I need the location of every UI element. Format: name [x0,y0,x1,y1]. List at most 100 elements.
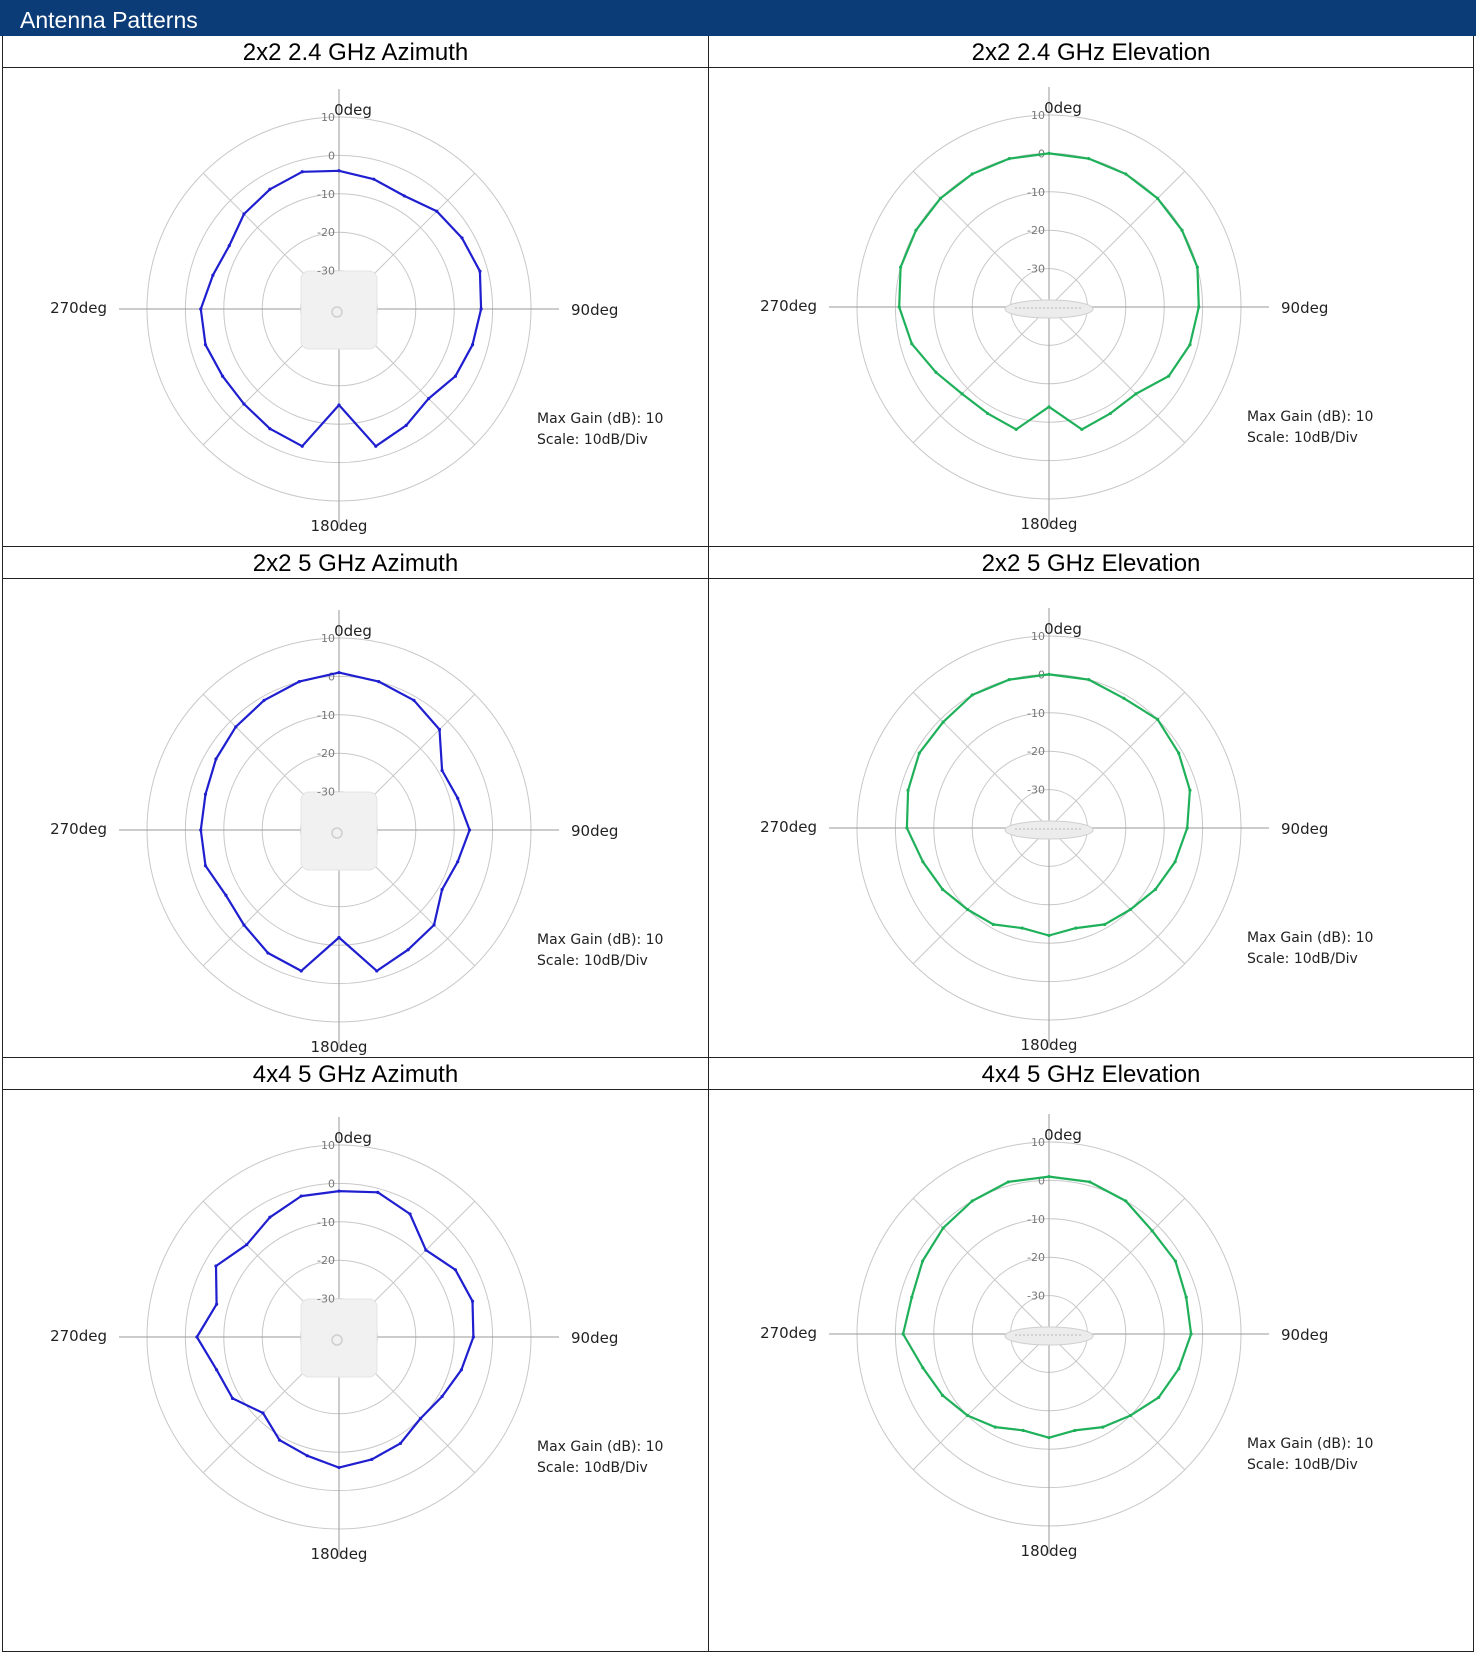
pattern-point [230,1396,235,1401]
chart-title: 4x4 5 GHz Azimuth [3,1058,708,1090]
pattern-point [337,1189,341,1193]
pattern-point [337,1465,341,1470]
angle-label: 0deg [334,101,372,119]
pattern-point [1188,343,1192,347]
chart-title: 2x2 5 GHz Azimuth [3,547,708,579]
pattern-point [195,1335,199,1339]
pattern-point [965,907,970,912]
pattern-point [914,228,918,232]
pattern-point [375,969,379,973]
pattern-point [337,935,341,940]
pattern-point [300,170,304,174]
pattern-point [203,792,208,796]
angle-label: 270deg [760,1324,817,1342]
pattern-point [1047,1436,1051,1440]
pattern-cell: 2x2 2.4 GHz Azimuth 10 0 -10 -20 -30 0deg 90de… [2,36,708,547]
chart-title: 2x2 5 GHz Elevation [709,547,1473,579]
grid-spoke [912,1333,1050,1471]
pattern-point [1047,672,1051,676]
pattern-cell: 2x2 5 GHz Azimuth 10 0 -10 -20 -30 0deg 90deg 1… [2,547,708,1058]
pattern-point [478,269,482,273]
pattern-point [297,680,301,684]
pattern-point [337,670,341,675]
pattern-point [470,343,475,347]
pattern-point [897,305,901,309]
radial-tick-label: -10 [1027,1213,1045,1226]
pattern-point [1197,305,1201,309]
gain-scale-note: Max Gain (dB): 10 [537,932,663,948]
ap-side-view-icon [1004,820,1094,840]
pattern-point [299,969,303,973]
pattern-point [1047,1174,1051,1179]
pattern-point [1006,1180,1010,1184]
radial-tick-label: 10 [321,1139,335,1152]
gain-scale-note: Max Gain (dB): 10 [1247,1436,1373,1452]
gain-scale-note: Max Gain (dB): 10 [1247,930,1373,946]
radial-tick-label: 0 [328,149,335,162]
pattern-grid: 2x2 2.4 GHz Azimuth 10 0 -10 -20 -30 0deg 90de… [2,36,1474,1652]
ap-top-view-icon [300,791,378,871]
grid-spoke [1048,827,1186,965]
pattern-point [1014,427,1018,432]
pattern-point [242,402,246,406]
gain-scale-note: Scale: 10dB/Div [1247,951,1358,967]
pattern-point [277,1438,282,1442]
pattern-point [408,1212,412,1216]
pattern-point [268,1215,272,1219]
pattern-point [456,796,460,800]
chart-title: 4x4 5 GHz Elevation [709,1058,1473,1090]
pattern-point [435,209,439,213]
pattern-point [991,922,995,927]
radial-tick-label: 0 [328,670,335,683]
radial-tick-label: -30 [317,1293,335,1306]
pattern-point [940,1393,945,1398]
polar-chart-4x4-5ghz-elevation: 10 0 -10 -20 -30 0deg 90deg 180deg 270deg Max Gai… [760,1114,1373,1560]
gain-scale-note: Scale: 10dB/Div [1247,430,1358,446]
pattern-point [412,698,416,702]
angle-label: 180deg [311,1038,368,1056]
pattern-point [941,1226,945,1230]
pattern-point [899,265,903,269]
angle-label: 0deg [1044,99,1082,117]
pattern-cell: 4x4 5 GHz Azimuth 10 0 -10 -20 -30 0deg 90deg 1… [2,1058,708,1652]
gain-scale-note: Max Gain (dB): 10 [537,411,663,427]
polar-chart-2x2-5ghz-azimuth: 10 0 -10 -20 -30 0deg 90deg 180deg 270deg Max Gai… [50,610,663,1056]
radial-tick-label: -20 [317,226,335,239]
polar-chart-4x4-5ghz-azimuth: 10 0 -10 -20 -30 0deg 90deg 180deg 270deg Max Gai… [50,1117,663,1563]
pattern-point [370,1457,374,1462]
radial-tick-label: -20 [1027,745,1045,758]
pattern-point [471,1335,475,1339]
radial-tick-label: 10 [321,632,335,645]
pattern-cell: 2x2 2.4 GHz Elevation 10 0 -10 -20 -30 0deg 90… [708,36,1474,547]
pattern-point [910,342,914,346]
angle-label: 270deg [760,818,817,836]
pattern-point [214,1302,219,1306]
pattern-point [1124,1199,1128,1203]
pattern-point [1124,172,1128,176]
ap-side-view-icon [1004,1326,1094,1346]
angle-label: 90deg [1281,299,1328,317]
radial-tick-label: -20 [1027,1251,1045,1264]
pattern-point [1047,151,1051,155]
pattern-point [199,828,203,832]
pattern-point [203,864,208,868]
pattern-point [268,187,272,191]
pattern-point [1087,157,1091,161]
pattern-point [214,1368,219,1372]
pattern-point [456,860,460,864]
pattern-point [376,1190,380,1194]
grid-spoke [1048,1197,1186,1335]
radial-tick-label: -10 [1027,186,1045,199]
pattern-point [1101,1425,1105,1429]
pattern-point [970,693,974,697]
angle-label: 180deg [311,1545,368,1563]
pattern-point [224,893,228,897]
pattern-point [970,1199,974,1203]
angle-label: 0deg [1044,1126,1082,1144]
pattern-point [965,1413,970,1418]
angle-label: 270deg [50,820,107,838]
pattern-point [337,169,341,173]
radial-tick-label: -30 [317,265,335,278]
